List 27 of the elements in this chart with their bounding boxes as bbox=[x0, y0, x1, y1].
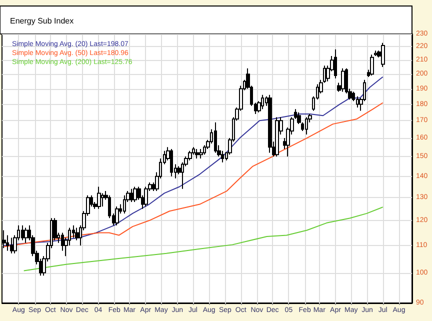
candlestick bbox=[97, 186, 101, 210]
candlestick bbox=[381, 42, 385, 68]
candlestick bbox=[334, 48, 337, 79]
line-series bbox=[23, 206, 384, 272]
candlestick bbox=[133, 186, 137, 203]
candlestick bbox=[261, 94, 264, 110]
candlestick bbox=[144, 186, 148, 208]
candlestick bbox=[214, 122, 217, 154]
candlestick bbox=[195, 148, 199, 159]
candlestick bbox=[275, 116, 279, 158]
candlestick bbox=[356, 96, 359, 108]
candlestick bbox=[24, 227, 28, 244]
candlestick bbox=[370, 54, 374, 76]
candlestick bbox=[374, 50, 377, 57]
candlestick bbox=[268, 94, 272, 154]
candlestick bbox=[115, 206, 119, 226]
candlestick bbox=[130, 188, 133, 203]
candlestick bbox=[123, 194, 126, 214]
candlestick bbox=[170, 148, 173, 177]
candlestick bbox=[305, 116, 308, 135]
candlestick bbox=[10, 237, 13, 254]
line-series bbox=[4, 102, 384, 248]
candlestick bbox=[199, 148, 203, 159]
candlestick bbox=[341, 68, 345, 92]
candlestick bbox=[21, 224, 24, 241]
chart-title: Energy Sub Index bbox=[10, 16, 74, 26]
line-series bbox=[4, 76, 384, 246]
